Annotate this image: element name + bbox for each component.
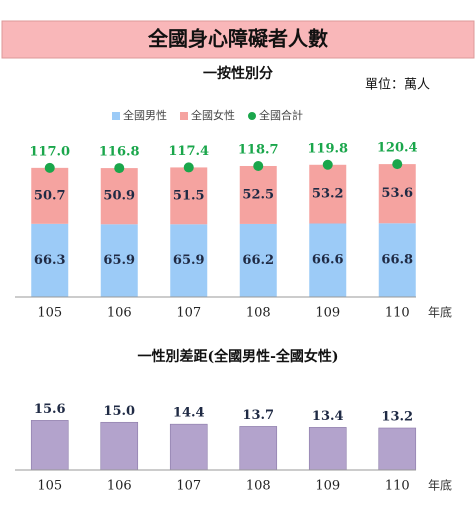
total-marker [322, 159, 333, 170]
legend-label: 全國男性 [123, 108, 167, 122]
x-tick-label: 107 [176, 306, 201, 321]
x-tick-label: 108 [246, 306, 271, 321]
value-label: 15.6 [34, 402, 66, 417]
value-label: 14.4 [173, 406, 205, 421]
x-axis-label: 年底 [428, 478, 452, 493]
value-label: 65.9 [173, 253, 205, 268]
bar-segment [31, 223, 69, 297]
total-label: 120.4 [377, 141, 418, 156]
x-tick-label: 106 [107, 306, 132, 321]
value-label: 13.2 [381, 410, 413, 425]
total-marker [392, 159, 403, 170]
legend-label: 全國女性 [191, 108, 235, 122]
value-label: 65.9 [103, 253, 135, 268]
total-label: 116.8 [99, 145, 140, 160]
value-label: 50.7 [34, 188, 66, 203]
unit-label: 單位：萬人 [365, 78, 430, 93]
x-tick-label: 105 [37, 479, 62, 494]
bar-segment [100, 224, 138, 297]
value-label: 53.6 [381, 186, 413, 201]
legend-swatch [248, 112, 256, 120]
legend-swatch [112, 112, 120, 120]
bar-segment [100, 168, 138, 225]
bar [308, 427, 347, 471]
bar [239, 426, 278, 471]
total-marker [253, 160, 264, 171]
bar [30, 420, 69, 471]
bar-segment [239, 223, 277, 297]
total-label: 117.4 [168, 144, 209, 159]
bar-segment [31, 167, 69, 224]
title-bar [1, 20, 475, 59]
bar [378, 427, 417, 471]
total-marker [183, 162, 194, 173]
legend-label: 全國合計 [259, 108, 303, 122]
bar-segment [239, 165, 277, 224]
value-label: 66.8 [381, 253, 413, 268]
value-label: 13.4 [312, 409, 344, 424]
x-tick-label: 107 [176, 479, 201, 494]
total-marker [114, 163, 125, 174]
x-tick-label: 110 [385, 479, 410, 494]
bar-segment [170, 167, 208, 225]
total-marker [44, 162, 55, 173]
value-label: 52.5 [242, 187, 274, 202]
total-label: 118.7 [238, 142, 279, 157]
value-label: 66.6 [312, 253, 344, 268]
bar-segment [170, 224, 208, 297]
value-label: 66.2 [242, 253, 274, 268]
x-tick-label: 106 [107, 479, 132, 494]
bar [100, 421, 139, 471]
x-tick-label: 109 [315, 306, 340, 321]
legend-swatch [180, 112, 188, 120]
page-title: 全國身心障礙者人數 [147, 27, 328, 51]
bar [169, 423, 208, 471]
total-label: 117.0 [29, 144, 70, 159]
value-label: 15.0 [103, 404, 135, 419]
x-tick-label: 108 [246, 479, 271, 494]
value-label: 53.2 [312, 187, 344, 202]
x-tick-label: 105 [37, 306, 62, 321]
bar-segment [309, 223, 347, 297]
x-tick-label: 110 [385, 306, 410, 321]
bar-segment [378, 223, 416, 297]
value-label: 13.7 [242, 408, 274, 423]
value-label: 51.5 [173, 188, 205, 203]
bar-segment [378, 164, 416, 224]
x-axis-label: 年底 [428, 305, 452, 320]
x-tick-label: 109 [315, 479, 340, 494]
chart-title: 一按性別分 [203, 65, 273, 82]
chart-title: 一性別差距(全國男性-全國女性) [137, 348, 338, 365]
bar-segment [309, 164, 347, 224]
total-label: 119.8 [307, 141, 348, 156]
value-label: 50.9 [103, 189, 135, 204]
value-label: 66.3 [34, 253, 66, 268]
